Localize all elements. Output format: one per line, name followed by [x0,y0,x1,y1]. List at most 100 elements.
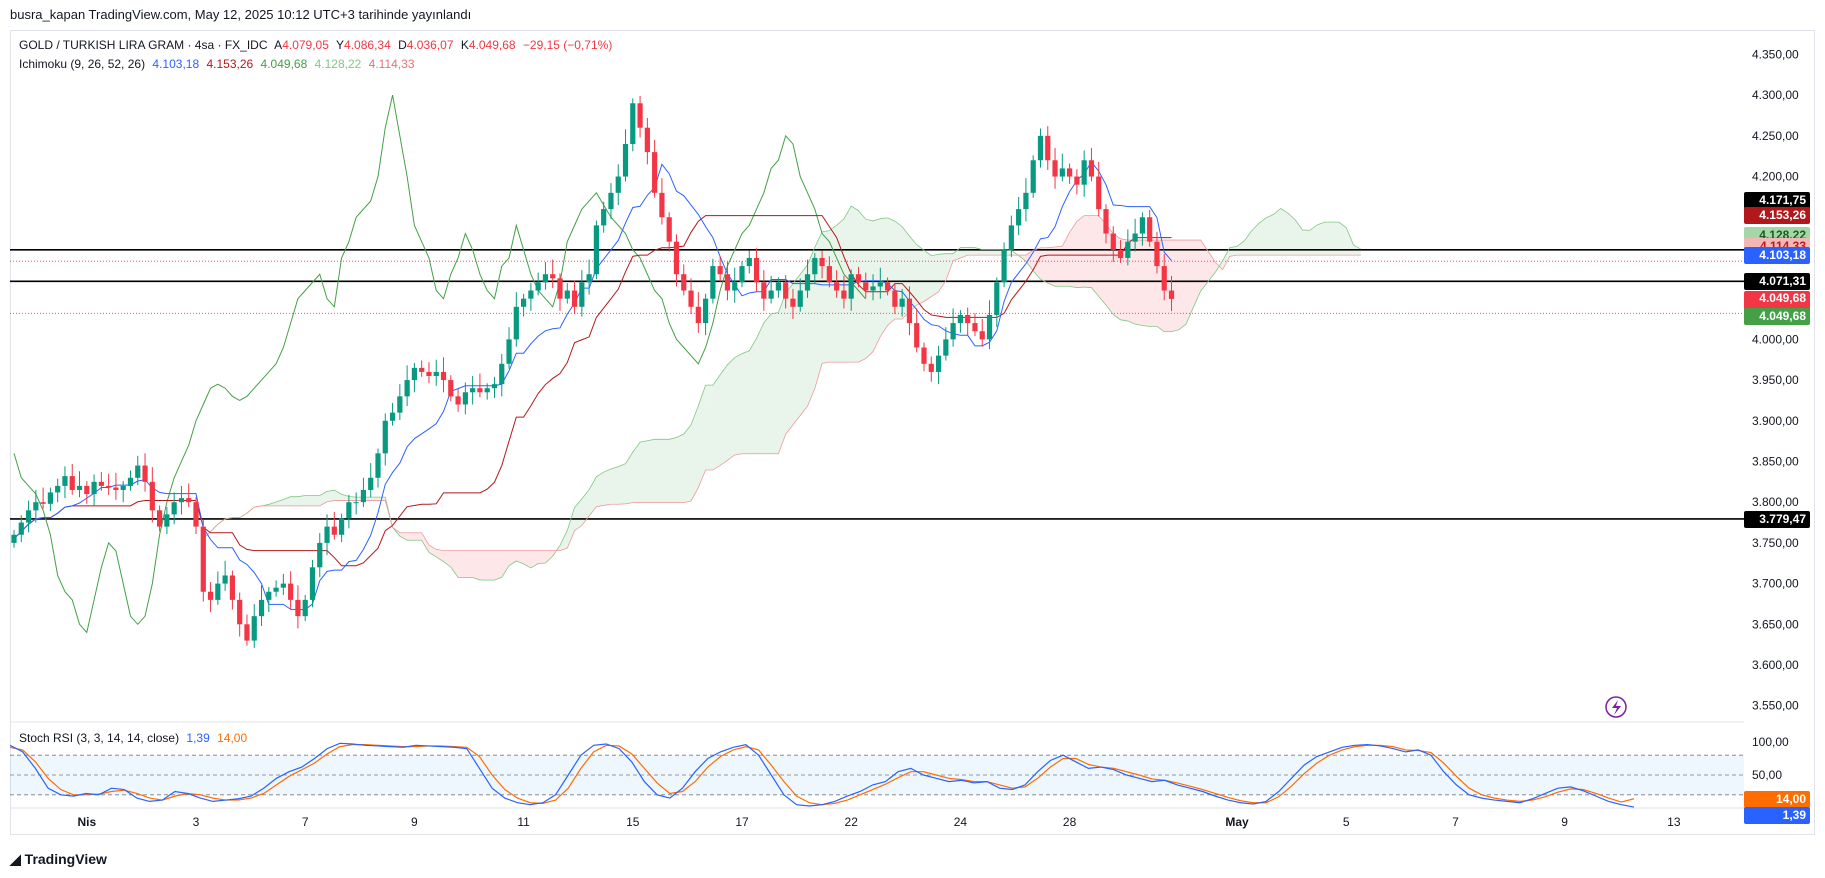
cloud-segment [953,247,961,261]
lightning-icon[interactable] [1605,696,1627,718]
candle-body [826,266,832,283]
close-value: 4.049,68 [468,38,516,52]
candle-body [215,583,221,600]
cloud-segment [450,550,459,578]
candle-body [18,522,24,535]
candle-body [608,192,614,210]
candle-body [98,481,104,486]
candle-body [972,323,978,332]
cloud-segment [771,312,779,454]
price-axis: 3.550,00 3.600,00 3.650,00 3.700,00 3.750,00… [1752,47,1799,712]
cloud-segment [931,254,939,297]
candle-body [1074,176,1080,185]
candle-body [855,274,862,283]
time-tick-label: 15 [626,815,640,829]
cloud-segment [720,364,728,466]
candle-body [309,567,316,600]
low-value: 4.036,07 [406,38,454,52]
cloud-segment [334,490,342,501]
cloud-segment [749,338,757,454]
candle-body [375,453,381,478]
lagging-span-line [13,95,867,634]
candle-body [1067,168,1073,177]
cloud-segment [1258,217,1267,256]
candle-body [819,257,825,267]
cloud-segment [1135,240,1143,326]
conversion-line [13,161,1172,611]
cloud-segment [661,439,670,503]
price-tick-label: 3.650,00 [1752,617,1799,631]
high-value: 4.086,34 [344,38,391,52]
candle-body [666,217,672,242]
cloud-segment [1266,214,1274,256]
time-tick-label: 3 [193,815,200,829]
ichimoku-cloud [203,206,1361,581]
ichimoku-lagging-value: 4.049,68 [260,57,308,71]
cloud-segment [618,463,626,505]
cloud-segment [1302,230,1310,256]
candle-body [710,266,716,299]
cloud-segment [1229,246,1238,257]
candle-body [186,498,192,503]
candle-body [346,502,352,519]
candle-body [389,412,396,421]
cloud-segment [1178,240,1187,330]
cloud-segment [348,496,357,501]
chart-frame[interactable] [10,30,1815,835]
cloud-segment [399,532,408,541]
cloud-segment [727,357,735,461]
time-tick-label: 13 [1667,815,1681,829]
open-value: 4.079,05 [282,38,329,52]
cloud-segment [880,217,888,337]
cloud-segment [778,292,786,454]
cloud-segment [516,550,524,564]
candle-body [790,298,796,307]
candle-body [848,274,854,299]
tradingview-logo[interactable]: ◢ TradingView [10,851,107,868]
cloud-segment [632,442,641,503]
candle-body [564,290,570,299]
candle-body [397,396,403,413]
candle-body [695,306,701,324]
candle-body [761,282,767,299]
candle-body [288,583,294,600]
candle-body [528,290,534,299]
symbol-name[interactable]: GOLD / TURKISH LIRA GRAM · 4sa · FX_IDC [19,38,268,52]
candle-body [586,274,592,283]
candle-body [273,587,279,592]
candle-body [157,510,163,527]
candle-body [171,502,177,515]
cloud-segment [1324,222,1332,256]
ichimoku-lead-a-value: 4.128,22 [314,57,362,71]
candle-body [775,282,781,291]
candle-body [339,518,345,535]
candle-body [113,487,119,490]
cloud-segment [756,322,764,454]
cloud-segment [945,253,954,281]
candle-body [841,290,847,299]
cloud-segment [458,550,466,578]
cloud-segment [472,550,480,580]
logo-text: TradingView [24,851,107,867]
cloud-segment [843,206,852,363]
tradingview-logo-icon: ◢ [10,851,21,867]
cloud-segment [683,424,692,503]
candle-body [659,192,665,218]
cloud-segment [691,405,699,501]
candle-body [994,282,1000,315]
candle-body [1001,249,1007,283]
price-tick-label: 3.550,00 [1752,699,1799,713]
candle-body [11,534,17,543]
stoch-name[interactable]: Stoch RSI (3, 3, 14, 14, close) [19,731,180,745]
time-tick-label: 22 [845,815,859,829]
candle-body [433,371,439,376]
candle-body [1103,209,1109,234]
cloud-segment [916,244,924,306]
cloud-segment [370,497,378,501]
cloud-segment [654,439,662,503]
cloud-segment [785,283,793,435]
cloud-segment [312,495,320,506]
candle-body [1161,266,1167,291]
ichimoku-name[interactable]: Ichimoku (9, 26, 52, 26) [19,57,146,71]
